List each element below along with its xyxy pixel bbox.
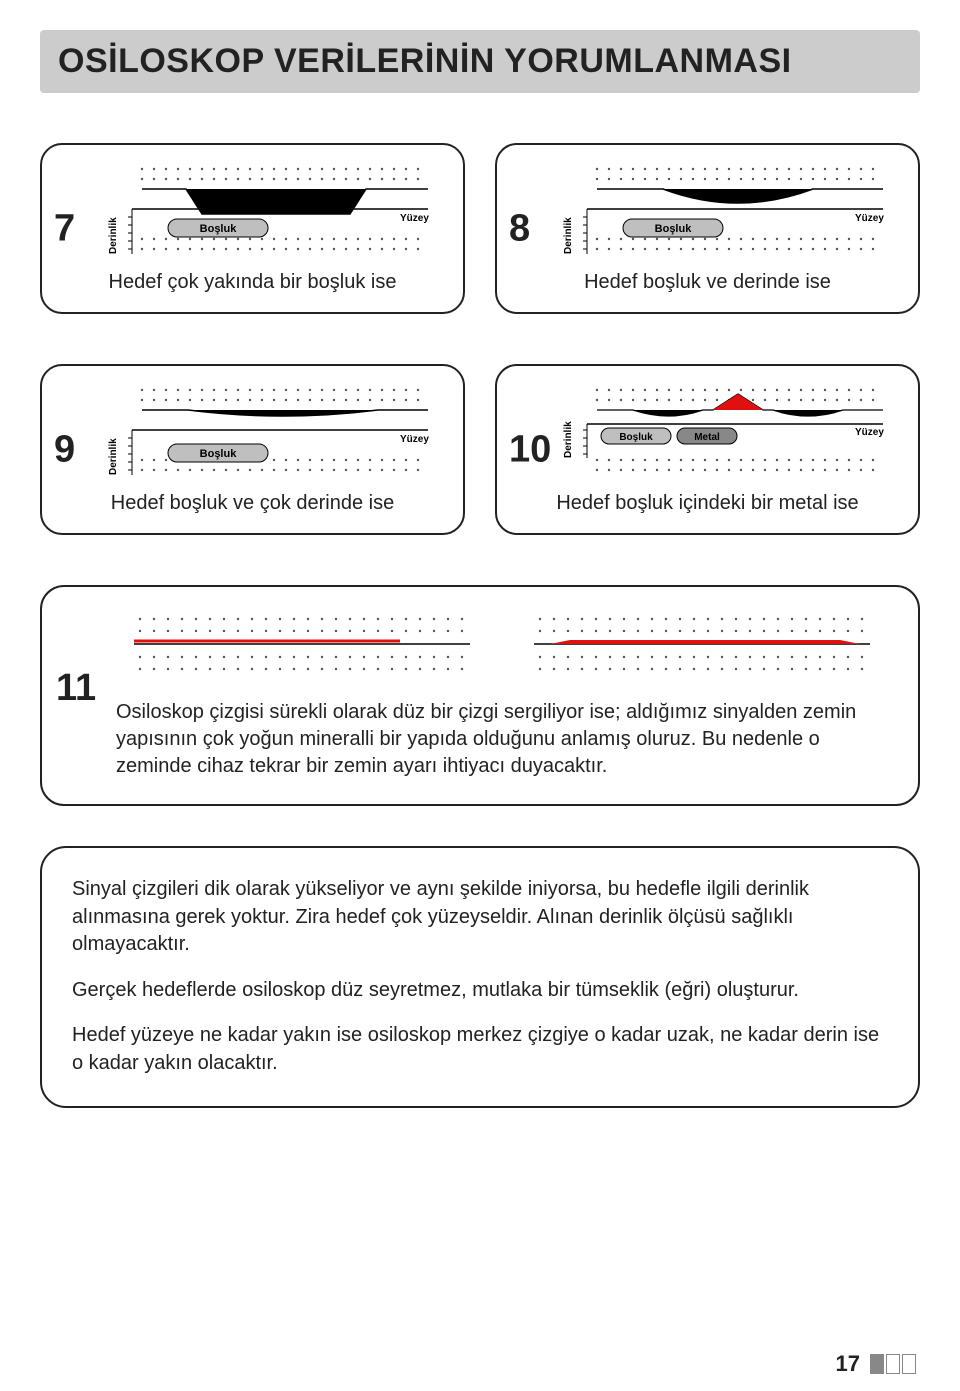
svg-text:Derinlik: Derinlik xyxy=(563,421,574,458)
scope-7: Derinlik Yüzey Boşluk xyxy=(98,159,438,259)
footer-boxes-icon xyxy=(870,1354,916,1374)
page-number: 17 xyxy=(836,1351,860,1377)
title-bar: OSİLOSKOP VERİLERİNİN YORUMLANMASI xyxy=(40,30,920,93)
scope-10-wrap: Derinlik Yüzey Boşluk Metal xyxy=(553,380,893,480)
scope-9-wrap: Derinlik Yüzey Boşluk xyxy=(98,380,438,480)
caption-8: Hedef boşluk ve derinde ise xyxy=(584,271,831,294)
text-11: Osiloskop çizgisi sürekli olarak düz bir… xyxy=(116,699,894,780)
caption-9: Hedef boşluk ve çok derinde ise xyxy=(111,492,395,515)
card-number-8: 8 xyxy=(509,207,530,250)
row-7-8: 7 Derinlik Yüzey xyxy=(40,143,920,314)
info-card: Sinyal çizgileri dik olarak yükseliyor v… xyxy=(40,846,920,1108)
svg-text:Boşluk: Boşluk xyxy=(619,432,653,443)
svg-text:Derinlik: Derinlik xyxy=(108,438,119,475)
scope-9: Derinlik Yüzey Boşluk xyxy=(98,380,438,480)
svg-text:Yüzey: Yüzey xyxy=(400,213,429,224)
card-10: 10 Derinlik Yüzey Boşluk xyxy=(495,364,920,535)
svg-text:Boşluk: Boşluk xyxy=(199,223,237,235)
card-number-11: 11 xyxy=(56,667,96,710)
caption-7: Hedef çok yakında bir boşluk ise xyxy=(109,271,397,294)
scope-10: Derinlik Yüzey Boşluk Metal xyxy=(553,380,893,480)
card-number-7: 7 xyxy=(54,207,75,250)
caption-10: Hedef boşluk içindeki bir metal ise xyxy=(556,492,858,515)
svg-text:Yüzey: Yüzey xyxy=(400,434,429,445)
svg-text:Metal: Metal xyxy=(694,432,720,443)
card-7: 7 Derinlik Yüzey xyxy=(40,143,465,314)
page-footer: 17 xyxy=(836,1351,916,1377)
scope-11b xyxy=(520,609,880,679)
svg-text:Yüzey: Yüzey xyxy=(855,427,884,438)
scope-11a xyxy=(120,609,480,679)
info-p3: Hedef yüzeye ne kadar yakın ise osilosko… xyxy=(72,1022,888,1077)
card-8: 8 Derinlik Yüzey Boşluk Hedef bo xyxy=(495,143,920,314)
scope-8: Derinlik Yüzey Boşluk xyxy=(553,159,893,259)
card-9: 9 Derinlik Yüzey Boşluk Hedef bo xyxy=(40,364,465,535)
svg-text:Boşluk: Boşluk xyxy=(199,448,237,460)
card-number-10: 10 xyxy=(509,428,551,471)
card-11: 11 Osiloskop çizgisi sürekli olarak düz … xyxy=(40,585,920,806)
page-title: OSİLOSKOP VERİLERİNİN YORUMLANMASI xyxy=(58,42,902,81)
svg-text:Yüzey: Yüzey xyxy=(855,213,884,224)
scope-8-wrap: Derinlik Yüzey Boşluk xyxy=(553,159,893,259)
svg-text:Derinlik: Derinlik xyxy=(108,217,119,254)
info-p2: Gerçek hedeflerde osiloskop düz seyretme… xyxy=(72,977,888,1005)
scope-11-wrap xyxy=(106,609,894,679)
info-p1: Sinyal çizgileri dik olarak yükseliyor v… xyxy=(72,876,888,959)
scope-7-wrap: Derinlik Yüzey Boşluk xyxy=(98,159,438,259)
svg-text:Derinlik: Derinlik xyxy=(563,217,574,254)
svg-text:Boşluk: Boşluk xyxy=(654,223,692,235)
row-9-10: 9 Derinlik Yüzey Boşluk Hedef bo xyxy=(40,364,920,535)
card-number-9: 9 xyxy=(54,428,75,471)
